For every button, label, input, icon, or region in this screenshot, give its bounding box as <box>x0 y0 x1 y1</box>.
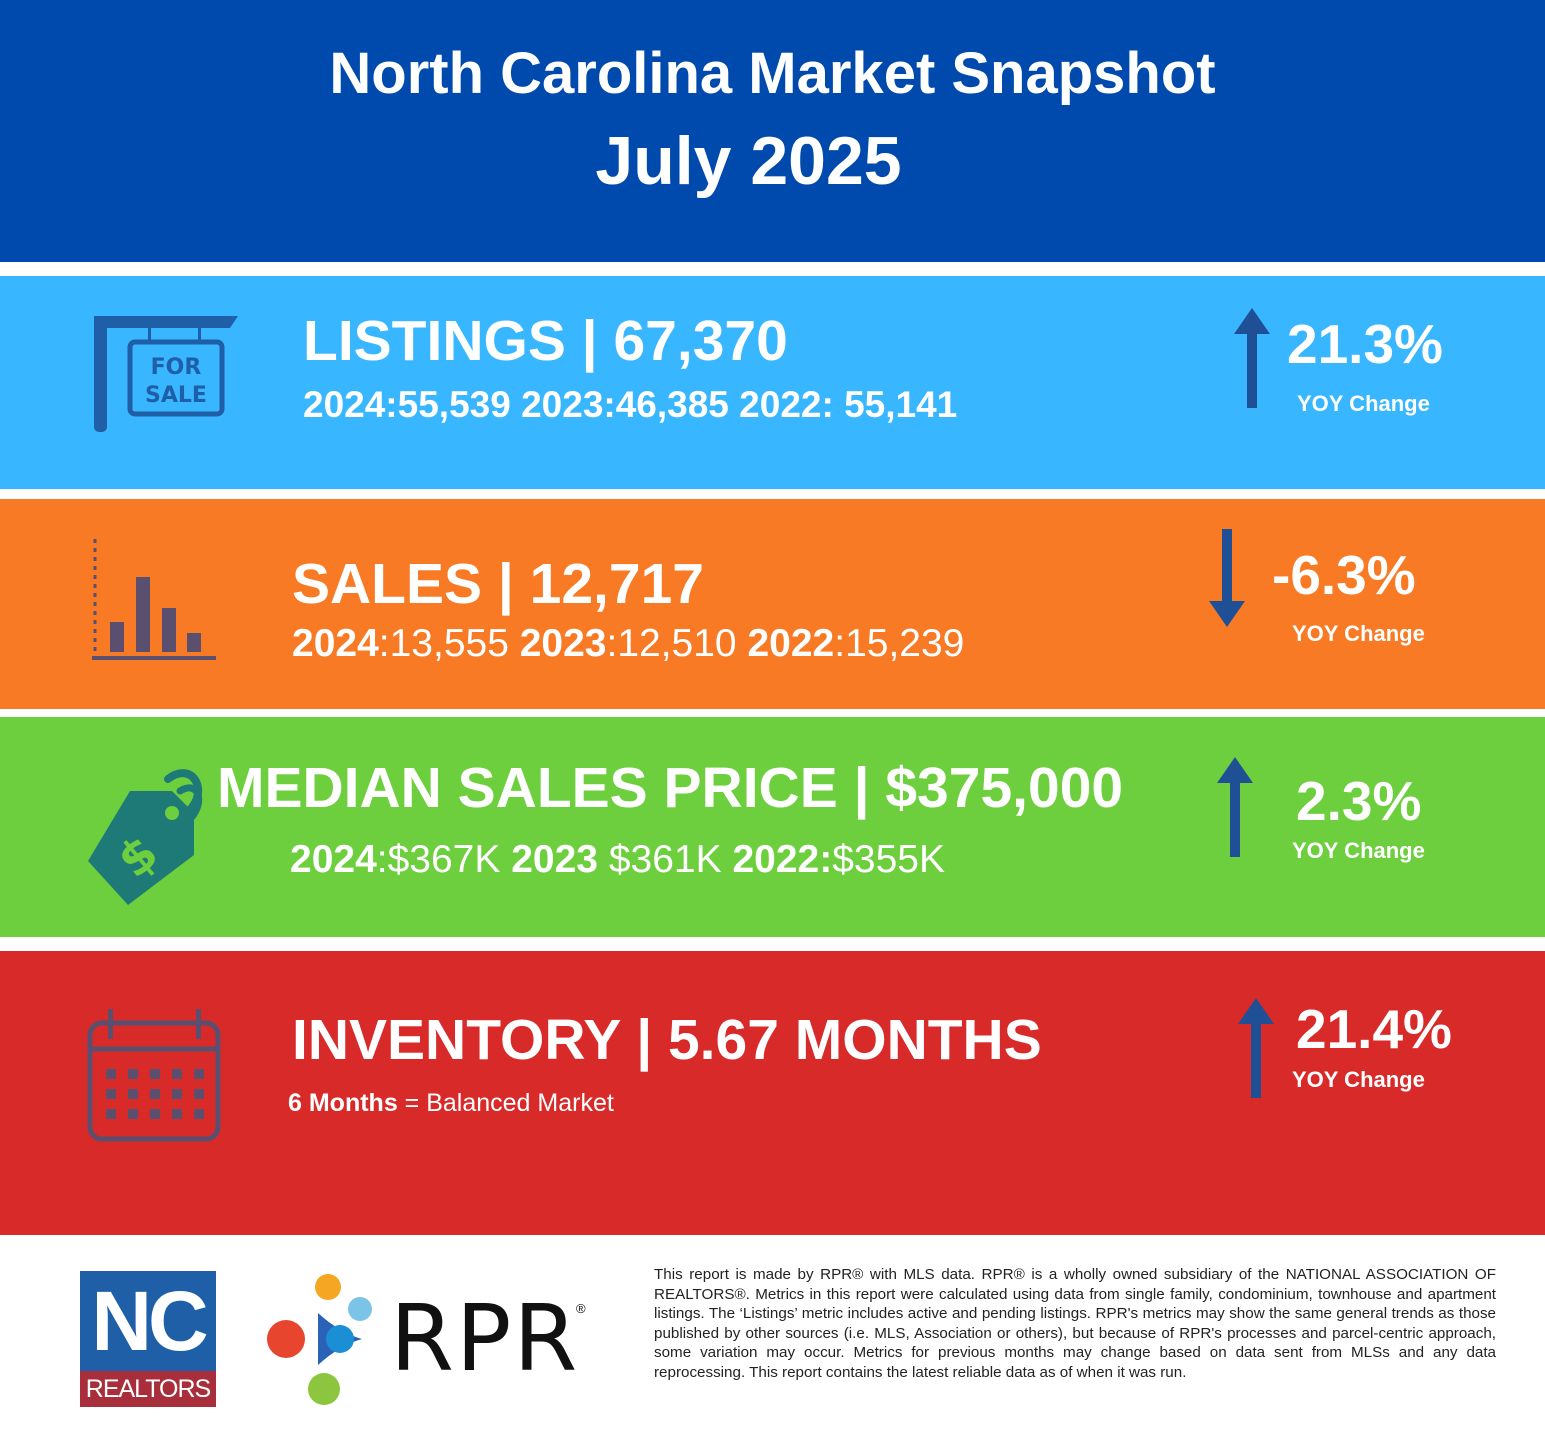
calendar-icon <box>87 1009 221 1142</box>
sales-panel: SALES | 12,717 2024:13,555 2023:12,510 2… <box>0 499 1545 709</box>
rpr-logo-text: RPR <box>390 1285 580 1392</box>
listings-history: 2024:55,539 2023:46,385 2022: 55,141 <box>303 384 958 425</box>
page-title: North Carolina Market Snapshot <box>329 41 1216 106</box>
rpr-logo-mark <box>267 1274 372 1405</box>
median-price-history: 2024:$367K 2023 $361K 2022:$355K <box>290 838 945 882</box>
for-sale-sign-icon: FOR SALE <box>94 316 238 432</box>
listings-yoy-label: YOY Change <box>1297 391 1430 416</box>
for-sale-text-2: SALE <box>145 383 207 408</box>
nc-logo-subtext: REALTORS <box>80 1371 216 1407</box>
arrow-up-icon <box>1217 757 1253 857</box>
price-tag-icon: $ <box>88 769 203 905</box>
inventory-note: 6 Months = Balanced Market <box>288 1089 614 1118</box>
median-price-yoy-label: YOY Change <box>1292 838 1425 863</box>
price-value-2022: $355K <box>832 838 945 881</box>
listings-change: 21.3% <box>1287 313 1443 375</box>
listings-headline: LISTINGS | 67,370 <box>303 309 788 373</box>
price-year-2023: 2023 <box>511 838 598 881</box>
disclaimer-text: This report is made by RPR® with MLS dat… <box>654 1266 1496 1381</box>
inventory-headline: INVENTORY | 5.67 MONTHS <box>292 1008 1042 1072</box>
arrow-down-icon <box>1209 529 1245 627</box>
inventory-panel: INVENTORY | 5.67 MONTHS 6 Months = Balan… <box>0 951 1545 1235</box>
listings-panel: FOR SALE LISTINGS | 67,370 2024:55,539 2… <box>0 276 1545 489</box>
sales-year-2024: 2024 <box>292 622 379 665</box>
price-year-2024: 2024 <box>290 838 377 881</box>
inventory-note-rest: = Balanced Market <box>397 1089 614 1117</box>
median-price-headline: MEDIAN SALES PRICE | $375,000 <box>217 756 1124 820</box>
sales-value-2022: :15,239 <box>834 622 965 665</box>
sales-yoy-label: YOY Change <box>1292 621 1425 646</box>
inventory-yoy-label: YOY Change <box>1292 1067 1425 1092</box>
price-year-2022: 2022: <box>732 838 833 881</box>
inventory-note-bold: 6 Months <box>288 1089 398 1117</box>
price-value-2024: :$367K <box>376 838 512 881</box>
bar-chart-icon <box>92 539 216 660</box>
sales-history: 2024:13,555 2023:12,510 2022:15,239 <box>292 622 964 666</box>
sales-year-2023: 2023 <box>519 622 607 665</box>
arrow-up-icon <box>1234 308 1270 408</box>
rpr-registered-mark: ® <box>576 1301 586 1316</box>
sales-year-2022: 2022 <box>747 622 835 665</box>
for-sale-text-1: FOR <box>151 355 202 380</box>
nc-realtors-logo: NC REALTORS <box>80 1271 216 1407</box>
median-price-change: 2.3% <box>1296 770 1422 832</box>
inventory-change: 21.4% <box>1296 998 1452 1060</box>
median-price-panel: $ MEDIAN SALES PRICE | $375,000 2024:$36… <box>0 717 1545 937</box>
price-value-2023: $361K <box>597 838 733 881</box>
arrow-up-icon <box>1238 998 1274 1098</box>
sales-headline: SALES | 12,717 <box>292 552 704 616</box>
sales-change: -6.3% <box>1272 544 1416 606</box>
report-date: July 2025 <box>595 123 902 199</box>
footer: NC REALTORS RPR ® This report is made by… <box>0 1235 1545 1454</box>
sales-value-2024: :13,555 <box>378 622 520 665</box>
sales-value-2023: :12,510 <box>606 622 748 665</box>
header-banner: North Carolina Market Snapshot July 2025 <box>0 0 1545 262</box>
nc-logo-text: NC <box>80 1271 216 1371</box>
